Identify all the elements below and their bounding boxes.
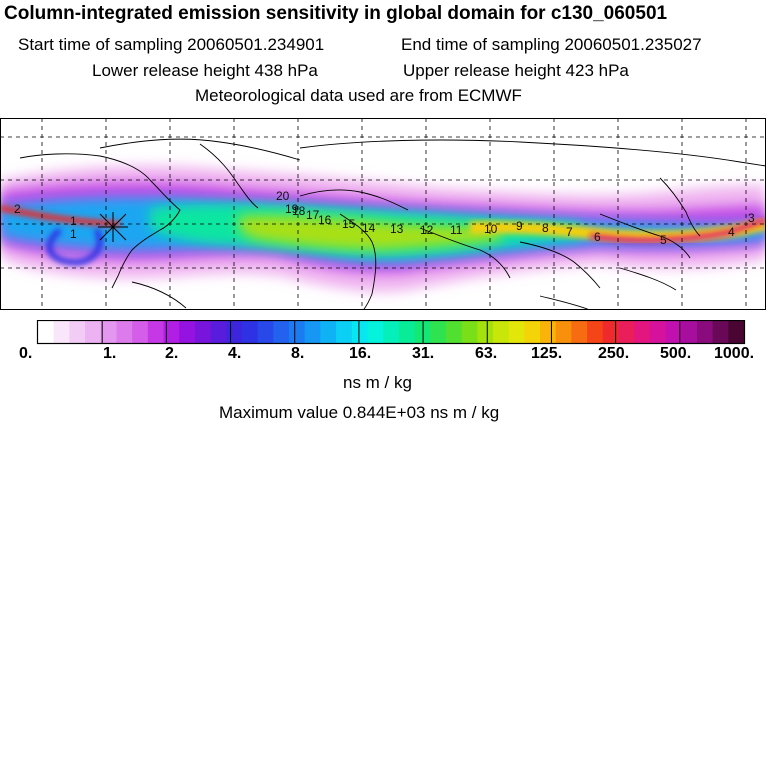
plume-label: 4	[728, 225, 735, 239]
plume-label: 17	[306, 208, 320, 222]
colorbar-cell	[38, 321, 55, 343]
plume-label: 14	[362, 221, 376, 235]
colorbar-cell	[634, 321, 651, 343]
colorbar-label: 0.	[19, 345, 33, 362]
colorbar-cell	[210, 321, 227, 343]
colorbar-cell	[712, 321, 729, 343]
plume-label: 5	[660, 233, 667, 247]
plume-label: 19	[285, 202, 299, 216]
colorbar-label: 31.	[412, 345, 435, 362]
plume-label: 3	[748, 211, 755, 225]
lat-lon-grid	[0, 118, 766, 310]
plume-label: 12	[420, 223, 434, 237]
colorbar-cell	[226, 321, 243, 343]
colorbar-cell	[336, 321, 353, 343]
plume-label: 9	[516, 219, 523, 233]
colorbar-label: 500.	[660, 345, 692, 362]
colorbar-cell	[398, 321, 416, 343]
lower-release-height: Lower release height 438 hPa	[92, 61, 318, 80]
plume-label: 7	[566, 225, 573, 239]
plume-label: 18	[292, 204, 306, 218]
colorbar-cell	[665, 321, 682, 343]
colorbar-cell	[618, 321, 635, 343]
colorbar-cell	[445, 321, 463, 343]
colorbar-label: 63.	[475, 345, 498, 362]
end-time: End time of sampling 20060501.235027	[401, 35, 702, 54]
colorbar-frame	[36, 320, 746, 345]
colorbar	[36, 320, 746, 345]
colorbar-label: 8.	[291, 345, 305, 362]
met-data-source: Meteorological data used are from ECMWF	[195, 86, 522, 105]
colorbar-cell	[289, 321, 306, 343]
colorbar-label: 1.	[103, 345, 117, 362]
colorbar-cell	[257, 321, 274, 343]
plume-label: 1	[70, 227, 77, 241]
colorbar-cell	[85, 321, 102, 343]
colorbar-cell	[649, 321, 667, 343]
colorbar-cell	[273, 321, 290, 343]
colorbar-cell	[163, 321, 180, 343]
plume-label: 11	[450, 223, 463, 237]
colorbar-cell	[430, 321, 447, 343]
colorbar-label: 125.	[531, 345, 563, 362]
colorbar-cell	[320, 321, 337, 343]
colorbar-cell	[351, 321, 369, 343]
start-time: Start time of sampling 20060501.234901	[18, 35, 325, 54]
colorbar-cell	[524, 321, 541, 343]
sensitivity-plume	[0, 165, 766, 293]
upper-release-height: Upper release height 423 hPa	[403, 61, 629, 80]
plume-label: 2	[14, 202, 21, 216]
map-frame	[0, 118, 766, 310]
colorbar-cell	[681, 321, 698, 343]
plume-label: 16	[318, 213, 332, 227]
release-point-marker	[98, 212, 128, 242]
plume-label: 13	[390, 222, 404, 236]
colorbar-cell	[53, 321, 70, 343]
colorbar-cell	[602, 321, 620, 343]
colorbar-cell	[194, 321, 212, 343]
colorbar-ticks	[101, 321, 681, 343]
colorbar-cell	[477, 321, 494, 343]
colorbar-cell	[132, 321, 149, 343]
colorbar-cell	[461, 321, 478, 343]
colorbar-cell	[728, 321, 745, 343]
colorbar-cell	[116, 321, 133, 343]
colorbar-cell	[179, 321, 196, 343]
sensitivity-map: 2 1 1 20 19 18 17 16 15 14 13 12 11 10 9…	[0, 118, 766, 310]
colorbar-cell	[69, 321, 86, 343]
colorbar-label: 250.	[598, 345, 630, 362]
colorbar-cell	[571, 321, 588, 343]
colorbar-cell	[540, 321, 557, 343]
colorbar-cell	[100, 321, 118, 343]
colorbar-label: 4.	[228, 345, 242, 362]
plume-label: 6	[594, 230, 601, 244]
plume-label: 1	[70, 214, 77, 228]
colorbar-cell	[383, 321, 400, 343]
plume-age-labels: 2 1 1 20 19 18 17 16 15 14 13 12 11 10 9…	[14, 189, 755, 247]
colorbar-cell	[147, 321, 165, 343]
colorbar-cell	[492, 321, 510, 343]
colorbar-cell	[696, 321, 714, 343]
colorbar-label: 2.	[165, 345, 179, 362]
plot-title: Column-integrated emission sensitivity i…	[4, 3, 668, 24]
colorbar-cell	[587, 321, 604, 343]
colorbar-cell	[367, 321, 384, 343]
maximum-value: Maximum value 0.844E+03 ns m / kg	[219, 403, 500, 422]
colorbar-cell	[241, 321, 259, 343]
colorbar-label: 16.	[349, 345, 372, 362]
plume-label: 20	[276, 189, 290, 203]
plume-label: 15	[342, 217, 356, 231]
plume-label: 10	[484, 222, 498, 236]
colorbar-label: 1000.	[714, 345, 755, 362]
colorbar-cell	[555, 321, 573, 343]
colorbar-cell	[508, 321, 525, 343]
colorbar-cells	[38, 321, 745, 343]
colorbar-units: ns m / kg	[343, 373, 412, 392]
colorbar-cell	[304, 321, 321, 343]
plume-label: 8	[542, 221, 549, 235]
coastlines	[19, 138, 766, 310]
